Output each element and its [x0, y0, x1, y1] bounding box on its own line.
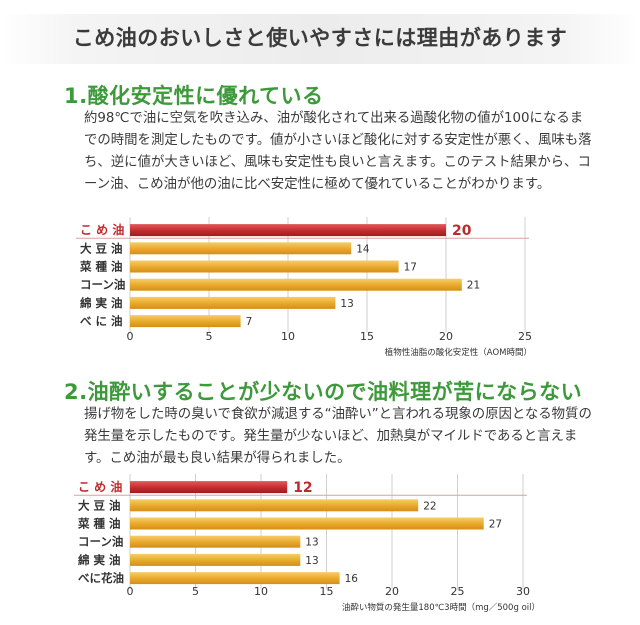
x-tick-label: 10 — [281, 330, 295, 343]
x-tick-label: 5 — [206, 330, 213, 343]
chart-oil-fume-generation: こ め 油 12 大 豆 油 22 菜 種 油 27 コーン油 13 綿 実 油 13 べに花油 16… — [74, 474, 540, 613]
category-label: こ め 油 — [80, 222, 124, 237]
x-tick-label: 0 — [127, 585, 134, 598]
bar — [130, 535, 301, 548]
bar — [130, 553, 301, 566]
x-axis-caption: 植物性油脂の酸化安定性（AOM時間） — [385, 347, 532, 358]
category-label: こ め 油 — [78, 479, 122, 494]
category-label: 菜 種 油 — [77, 517, 121, 531]
data-label: 20 — [452, 223, 472, 239]
category-label: 菜 種 油 — [79, 260, 123, 274]
x-tick-label: 20 — [385, 585, 399, 598]
category-label: 綿 実 油 — [80, 296, 123, 310]
header-banner — [0, 14, 640, 64]
category-label: コーン油 — [80, 278, 125, 292]
x-tick-label: 15 — [360, 330, 374, 343]
data-label: 12 — [293, 480, 312, 496]
data-label: 14 — [356, 243, 370, 255]
x-tick-label: 20 — [439, 330, 453, 343]
data-label: 27 — [489, 519, 502, 531]
data-label: 13 — [340, 298, 353, 310]
category-label: 大 豆 油 — [78, 498, 121, 512]
bar — [130, 517, 484, 530]
data-label: 13 — [305, 555, 318, 567]
data-label: 16 — [345, 573, 359, 585]
x-tick-label: 25 — [518, 330, 532, 343]
data-label: 21 — [467, 280, 480, 292]
category-label: コーン油 — [78, 535, 123, 549]
x-tick-label: 30 — [516, 585, 530, 598]
x-tick-label: 15 — [320, 585, 334, 598]
section1-title: 1.酸化安定性に優れている — [64, 84, 324, 108]
category-label: べ に 油 — [80, 314, 123, 328]
bar — [130, 224, 446, 237]
x-tick-label: 5 — [192, 585, 199, 598]
x-tick-label: 10 — [254, 585, 268, 598]
bar — [130, 499, 419, 512]
section2-paragraph: 揚げ物をした時の臭いで食欲が減退する“油酔い”と言われる現象の原因となる物質の発… — [84, 407, 592, 466]
chart-oxidation-stability: こ め 油 20 大 豆 油 14 菜 種 油 17 コーン油 21 綿 実 油 13 べ に 油 7… — [76, 217, 532, 358]
bar — [130, 260, 399, 273]
data-label: 22 — [423, 500, 436, 512]
category-label: 綿 実 油 — [78, 553, 121, 567]
x-tick-label: 0 — [127, 330, 134, 343]
section1-paragraph: 約98℃で油に空気を吹き込み、油が酸化されて出来る過酸化物の値が100になるまで… — [84, 111, 592, 192]
bar — [130, 278, 462, 291]
bar — [130, 242, 352, 255]
data-label: 13 — [305, 537, 318, 549]
bar — [130, 296, 336, 309]
data-label: 17 — [404, 262, 417, 274]
data-label: 7 — [246, 316, 253, 328]
bar — [130, 481, 288, 494]
page-title: こめ油のおいしさと使いやすさには理由があります — [72, 26, 568, 50]
section2-title: 2.油酔いすることが少ないので油料理が苦にならない — [64, 380, 583, 404]
x-tick-label: 25 — [451, 585, 465, 598]
bar — [130, 572, 340, 585]
category-label: べに花油 — [78, 571, 124, 585]
x-axis-caption: 油酔い物質の発生量180℃3時間（mg／500g oil） — [342, 602, 540, 613]
category-label: 大 豆 油 — [80, 241, 123, 255]
bar — [130, 315, 241, 328]
